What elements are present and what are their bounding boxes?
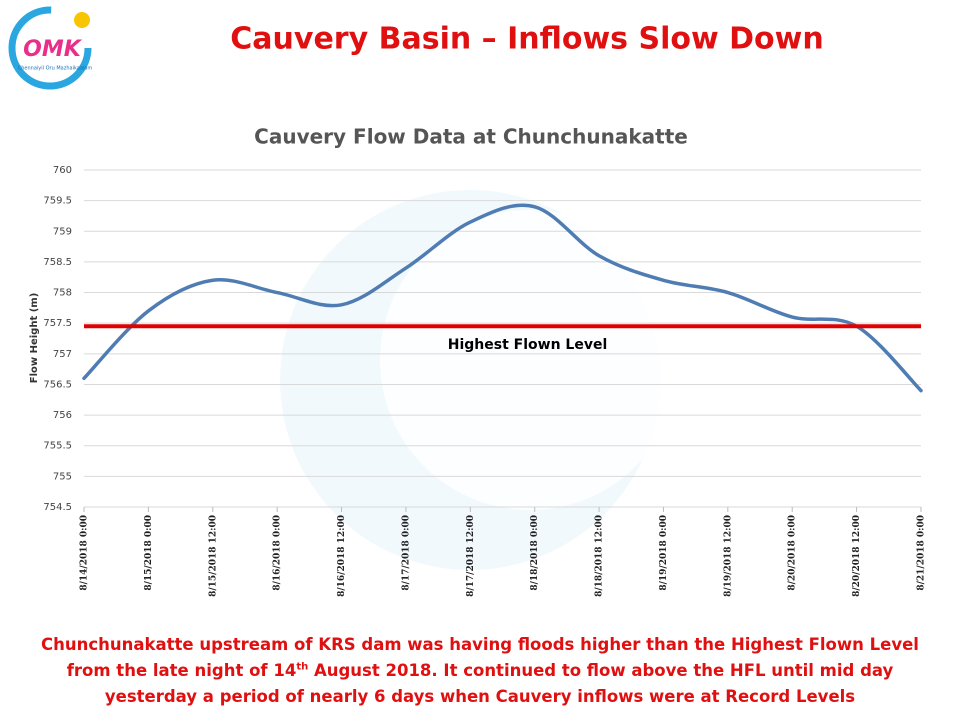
y-tick-label: 760 bbox=[53, 165, 72, 176]
x-tick-label: 8/20/2018 0:00 bbox=[788, 515, 798, 591]
caption: Chunchunakatte upstream of KRS dam was h… bbox=[20, 632, 940, 710]
y-tick-label: 755.5 bbox=[43, 441, 72, 452]
y-tick-label: 755 bbox=[53, 471, 72, 482]
x-tick-label: 8/21/2018 0:00 bbox=[917, 515, 927, 591]
chart-title: Cauvery Flow Data at Chunchunakatte bbox=[254, 125, 688, 149]
x-tick-label: 8/19/2018 12:00 bbox=[723, 515, 733, 597]
x-tick-label: 8/20/2018 12:00 bbox=[852, 515, 862, 597]
x-tick-label: 8/17/2018 12:00 bbox=[466, 515, 476, 597]
caption-text: Chunchunakatte upstream of KRS dam was h… bbox=[41, 635, 919, 680]
data-line bbox=[82, 203, 923, 393]
chart: OMK Chennaiyil Oru Mazhaikaalam Cauvery … bbox=[8, 6, 927, 597]
x-tick-label: 8/15/2018 12:00 bbox=[208, 515, 218, 597]
logo-text: OMK bbox=[23, 37, 83, 62]
reference-label: Highest Flown Level bbox=[448, 337, 608, 353]
y-tick-label: 758 bbox=[53, 288, 72, 299]
y-tick-label: 754.5 bbox=[43, 502, 72, 513]
x-tick-label: 8/14/2018 0:00 bbox=[80, 515, 90, 591]
slide-title: Cauvery Basin – Inflows Slow Down bbox=[230, 22, 823, 57]
x-tick-label: 8/15/2018 0:00 bbox=[144, 515, 154, 591]
y-tick-label: 759.5 bbox=[43, 196, 72, 207]
caption-sup: th bbox=[296, 661, 309, 673]
x-tick-label: 8/18/2018 12:00 bbox=[595, 515, 605, 597]
x-tick-label: 8/17/2018 0:00 bbox=[401, 515, 411, 591]
caption-text: August 2018. It continued to flow above … bbox=[104, 661, 894, 706]
y-tick-label: 756 bbox=[53, 410, 72, 421]
logo-subtitle: Chennaiyil Oru Mazhaikaalam bbox=[18, 66, 93, 72]
y-tick-label: 758.5 bbox=[43, 257, 72, 268]
watermark bbox=[380, 210, 680, 510]
y-tick-label: 759 bbox=[53, 226, 72, 237]
x-tick-label: 8/19/2018 0:00 bbox=[659, 515, 669, 591]
x-tick-label: 8/16/2018 0:00 bbox=[273, 515, 283, 591]
logo-ring bbox=[8, 6, 92, 90]
x-tick-label: 8/18/2018 0:00 bbox=[530, 515, 540, 591]
x-tick-label: 8/16/2018 12:00 bbox=[337, 515, 347, 597]
logo: OMK Chennaiyil Oru Mazhaikaalam bbox=[8, 6, 93, 90]
y-tick-label: 757 bbox=[53, 349, 72, 360]
y-tick-label: 756.5 bbox=[43, 379, 72, 390]
y-tick-label: 757.5 bbox=[43, 318, 72, 329]
logo-sun bbox=[74, 12, 90, 28]
y-axis-label: Flow Height (m) bbox=[29, 293, 40, 384]
